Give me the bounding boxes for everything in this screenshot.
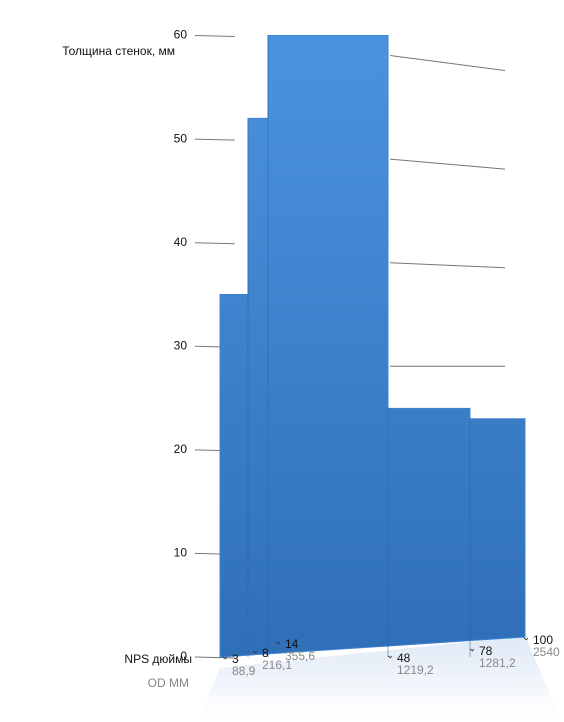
x-tick-label: 78 <box>479 644 493 658</box>
grid-line <box>389 262 506 269</box>
y-tick-label: 50 <box>174 131 188 145</box>
x-tick-label: 100 <box>533 633 553 647</box>
marker <box>222 656 228 660</box>
grid-line <box>194 35 236 38</box>
grid-line <box>389 158 506 170</box>
grid-line <box>194 656 236 659</box>
y-tick-label: 0 <box>180 649 187 663</box>
y-tick-label: 40 <box>174 235 188 249</box>
x-tick-label: 8 <box>262 646 269 660</box>
x-axis-label: NPS дюймы <box>124 652 192 666</box>
y-tick-label: 10 <box>174 546 188 560</box>
x2-tick-label: 1219,2 <box>397 663 434 677</box>
y-axis-label: Толщина стенок, мм <box>62 44 175 58</box>
grid-line <box>389 55 506 72</box>
x-tick-label: 48 <box>397 651 411 665</box>
y-tick-label: 60 <box>174 28 188 42</box>
x2-tick-label: 2540 <box>533 645 560 659</box>
marker <box>523 637 529 641</box>
marker <box>387 655 393 659</box>
x2-tick-label: 1281,2 <box>479 656 516 670</box>
marker <box>469 648 475 652</box>
x2-tick-label: 216,1 <box>262 658 292 672</box>
area <box>219 35 526 658</box>
marker <box>275 641 281 645</box>
grid-line <box>194 242 236 245</box>
x2-tick-label: 355,6 <box>285 649 315 663</box>
x-tick-label: 14 <box>285 637 299 651</box>
y-tick-label: 30 <box>174 338 188 352</box>
x-tick-label: 3 <box>232 652 239 666</box>
x2-axis-label: OD ММ <box>148 676 189 690</box>
marker <box>252 650 258 654</box>
y-tick-label: 20 <box>174 442 188 456</box>
grid-line <box>194 138 236 141</box>
x2-tick-label: 88,9 <box>232 664 256 678</box>
